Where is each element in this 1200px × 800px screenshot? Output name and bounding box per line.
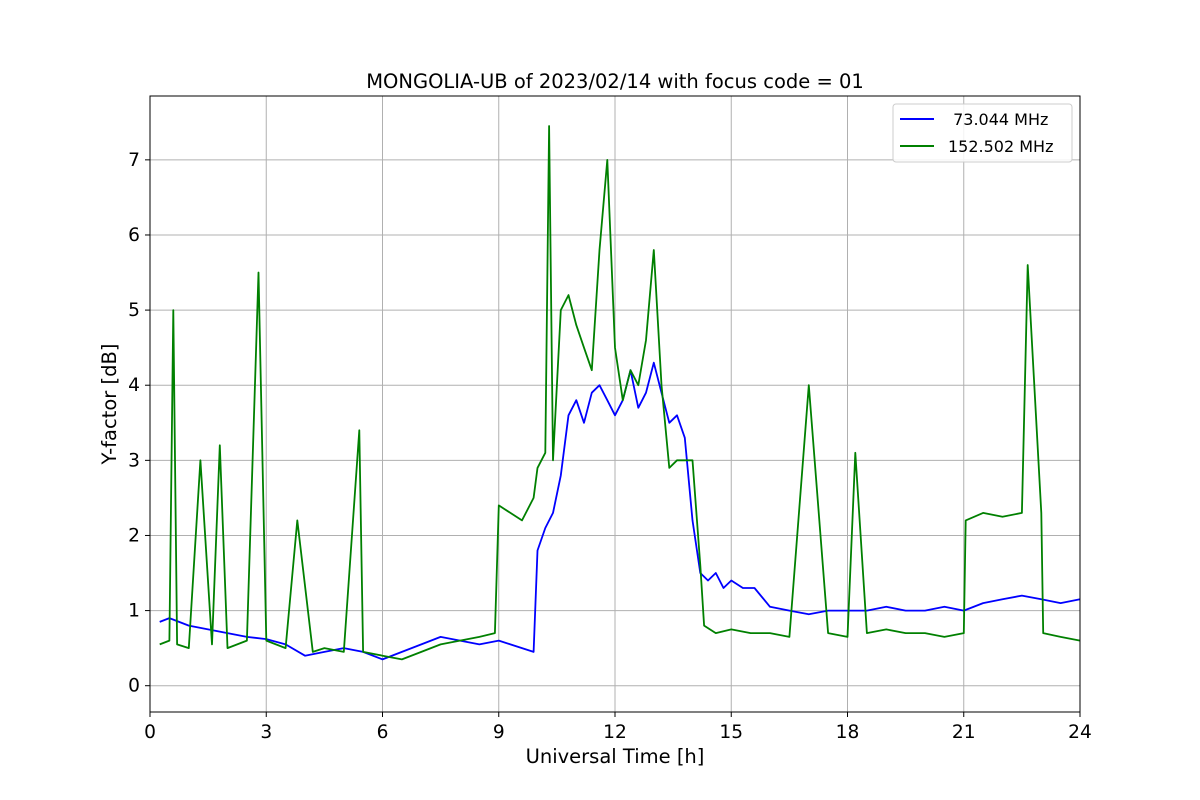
x-tick-label: 24: [1068, 722, 1092, 743]
x-tick-label: 21: [952, 722, 976, 743]
y-tick-label: 2: [128, 525, 140, 546]
y-tick-label: 5: [128, 300, 140, 321]
legend: 73.044 MHz 152.502 MHz: [892, 103, 1073, 163]
x-tick-label: 9: [493, 722, 505, 743]
y-tick-label: 1: [128, 601, 140, 622]
series-line-2: [159, 125, 1081, 661]
x-tick-label: 0: [144, 722, 156, 743]
y-tick-label: 4: [128, 375, 140, 396]
x-tick-label: 15: [719, 722, 743, 743]
series-layer: [159, 125, 1081, 661]
y-tick-label: 6: [128, 225, 140, 246]
y-tick-label: 3: [128, 450, 140, 471]
x-axis-label: Universal Time [h]: [526, 745, 705, 768]
x-tick-label: 3: [260, 722, 272, 743]
y-tick-label: 7: [128, 150, 140, 171]
legend-label-series-1: 73.044 MHz: [948, 110, 1048, 129]
legend-label-series-2: 152.502 MHz: [948, 137, 1053, 156]
x-tick-label: 6: [377, 722, 389, 743]
x-tick-label: 18: [836, 722, 860, 743]
y-axis-label: Y-factor [dB]: [98, 344, 121, 466]
chart-title: MONGOLIA-UB of 2023/02/14 with focus cod…: [366, 70, 864, 93]
x-tick-label: 12: [603, 722, 627, 743]
legend-box: [892, 103, 1073, 163]
y-tick-label: 0: [128, 676, 140, 697]
